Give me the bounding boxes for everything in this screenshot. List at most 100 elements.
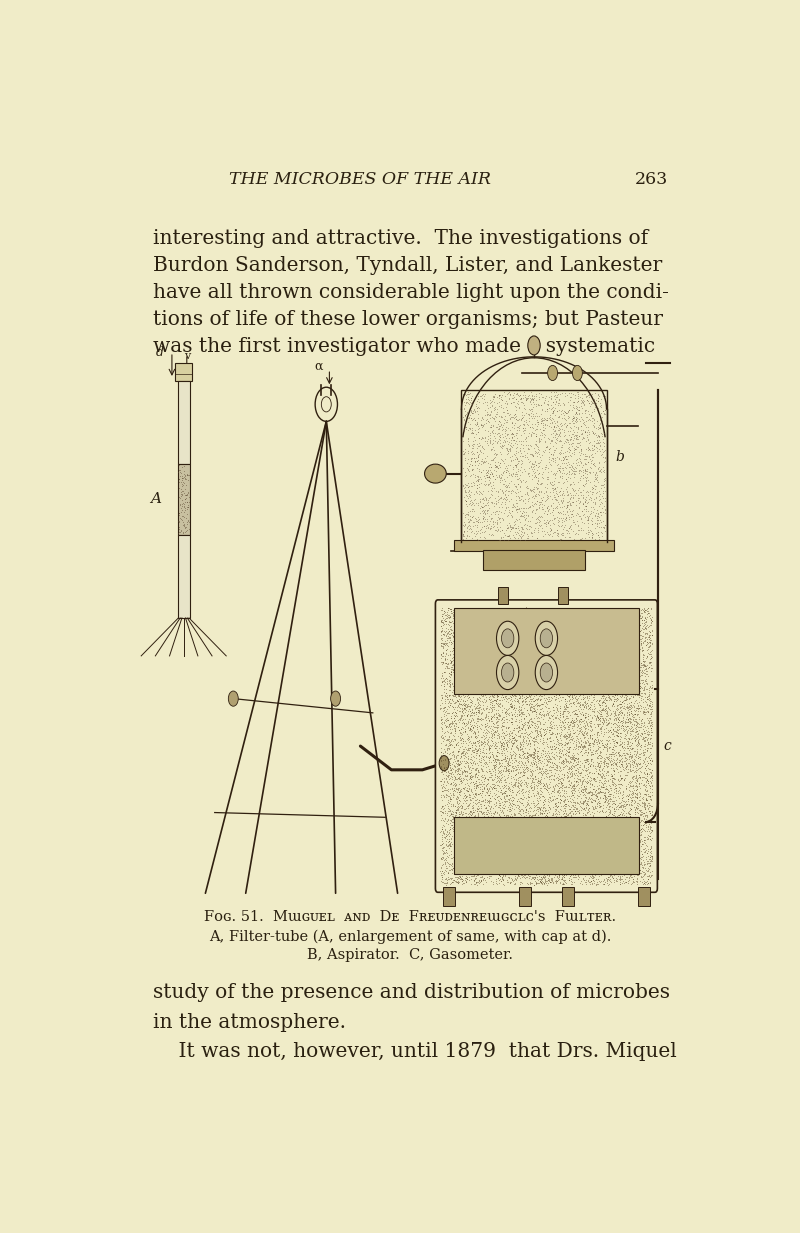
Point [468,619,481,639]
Point [454,649,467,668]
Point [517,650,530,670]
Point [519,619,532,639]
Point [498,816,510,836]
Point [514,872,526,891]
Point [638,631,651,651]
Point [505,673,518,693]
Point [498,603,510,623]
Point [472,448,485,467]
Point [635,800,648,820]
Point [447,782,460,801]
Point [631,827,644,847]
Point [527,842,540,862]
Point [550,862,562,882]
Point [494,673,506,693]
Point [493,387,506,407]
Point [578,628,591,647]
Point [602,780,614,800]
Point [469,645,482,665]
Point [550,624,562,644]
Point [477,777,490,797]
Point [454,645,467,665]
Point [466,832,479,852]
Point [637,867,650,887]
Point [518,493,531,513]
Point [620,836,633,856]
Point [574,443,587,462]
Point [624,663,637,683]
Point [622,629,635,649]
Point [468,475,481,494]
Point [491,444,504,464]
Point [638,677,650,697]
Point [594,704,607,724]
Point [446,856,458,875]
Point [582,607,594,626]
Point [515,824,528,843]
Point [493,869,506,889]
Point [490,604,502,624]
Point [543,438,556,457]
Point [640,785,653,805]
Point [586,873,598,893]
Point [513,718,526,737]
Point [583,861,596,880]
Point [562,687,575,707]
Point [535,492,548,512]
Point [512,753,525,773]
Point [597,618,610,637]
Point [489,600,502,620]
Point [598,631,610,651]
Point [514,645,527,665]
Point [630,769,643,789]
Point [623,821,636,841]
Point [557,857,570,877]
Point [588,684,601,704]
Point [570,392,583,412]
Point [565,677,578,697]
Point [549,689,562,709]
Point [530,460,543,480]
Point [637,835,650,854]
Point [464,863,477,883]
Point [630,681,642,700]
Point [624,653,637,673]
Point [518,510,531,530]
Point [471,457,484,477]
Point [526,859,539,879]
Point [557,488,570,508]
Point [556,867,569,887]
Point [506,776,518,795]
Point [482,852,495,872]
Point [499,471,512,491]
Point [476,625,489,645]
Point [460,752,473,772]
Point [575,822,588,842]
Point [586,769,599,789]
Point [625,663,638,683]
Point [511,789,524,809]
Point [567,751,580,771]
Point [598,403,610,423]
Point [450,868,462,888]
Point [579,466,592,486]
Point [481,779,494,799]
Point [529,867,542,887]
Point [482,827,494,847]
Point [471,709,484,729]
Point [506,436,519,456]
Point [590,843,602,863]
Point [542,819,554,838]
Point [496,837,509,857]
Point [458,507,471,526]
Point [610,625,623,645]
Point [554,687,566,707]
Point [450,703,462,723]
Point [502,755,514,774]
Point [645,610,658,630]
Point [632,732,645,752]
Point [628,848,641,868]
Point [566,748,579,768]
Point [450,665,463,684]
Point [553,748,566,768]
